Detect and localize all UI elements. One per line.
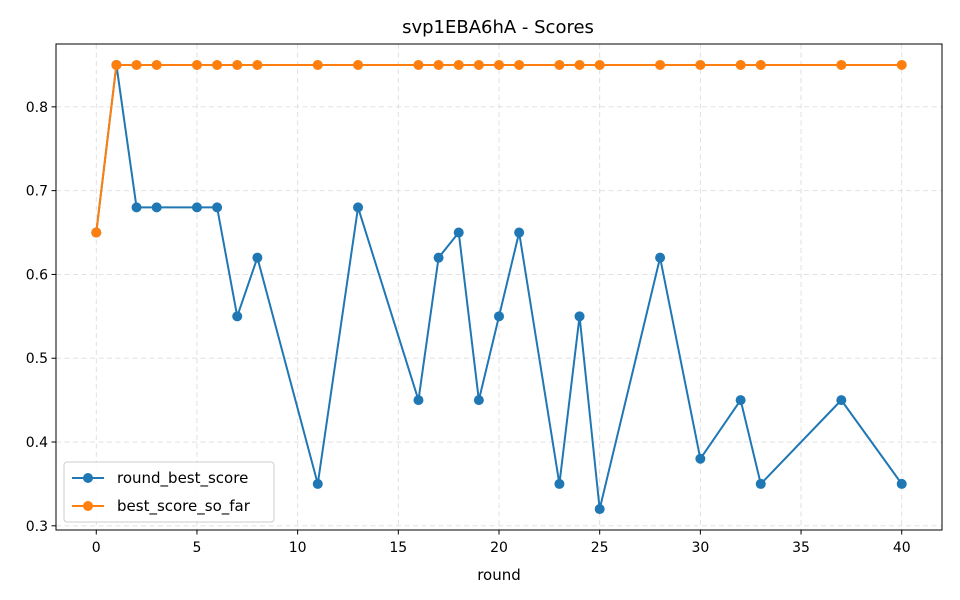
data-point-best_score_so_far (413, 59, 424, 70)
y-tick-label: 0.5 (26, 351, 48, 367)
data-point-best_score_so_far (191, 59, 202, 70)
axes-layer: 0 5 10 15 20 25 30 35 40 0.3 0.4 0.5 0.6 0.7 0.8 (26, 100, 911, 556)
data-point-round_best_score (514, 227, 525, 238)
data-point-best_score_so_far (554, 59, 565, 70)
data-point-best_score_so_far (91, 227, 102, 238)
data-point-best_score_so_far (695, 59, 706, 70)
legend-marker-round_best_score (83, 473, 93, 483)
x-tick-label: 40 (893, 540, 911, 556)
data-point-round_best_score (232, 311, 243, 322)
data-point-best_score_so_far (312, 59, 323, 70)
legend-box (63, 461, 275, 523)
legend-label-round_best_score: round_best_score (117, 469, 248, 488)
data-point-best_score_so_far (433, 59, 444, 70)
x-tick-label: 5 (192, 540, 201, 556)
legend: round_best_score best_score_so_far (63, 461, 275, 523)
data-point-best_score_so_far (836, 59, 847, 70)
series-best_score_so_far (91, 59, 907, 238)
data-point-round_best_score (494, 311, 504, 322)
data-point-round_best_score (433, 252, 444, 263)
series-layer (91, 59, 907, 515)
data-point-best_score_so_far (353, 59, 364, 70)
data-point-best_score_so_far (232, 59, 243, 70)
data-point-best_score_so_far (755, 59, 766, 70)
y-tick-label: 0.3 (26, 519, 48, 535)
data-point-round_best_score (473, 395, 484, 406)
data-point-round_best_score (413, 395, 424, 406)
data-point-best_score_so_far (111, 59, 122, 70)
data-point-round_best_score (212, 202, 223, 213)
data-point-round_best_score (755, 478, 766, 489)
grid-lines (56, 44, 942, 530)
x-tick-label: 20 (490, 540, 508, 556)
data-point-best_score_so_far (896, 59, 907, 70)
data-point-round_best_score (594, 504, 605, 515)
legend-marker-best_score_so_far (83, 501, 93, 511)
data-point-best_score_so_far (473, 59, 484, 70)
data-point-round_best_score (896, 478, 907, 489)
data-point-best_score_so_far (453, 59, 464, 70)
data-point-round_best_score (655, 252, 666, 263)
x-tick-label: 0 (92, 540, 101, 556)
data-point-round_best_score (574, 311, 585, 322)
data-point-best_score_so_far (131, 59, 142, 70)
data-point-best_score_so_far (252, 59, 263, 70)
data-point-round_best_score (836, 395, 847, 406)
data-point-round_best_score (252, 252, 263, 263)
data-point-best_score_so_far (514, 59, 525, 70)
data-point-round_best_score (131, 202, 142, 213)
series-round_best_score (91, 59, 907, 515)
data-point-round_best_score (453, 227, 464, 238)
x-axis-label: round (477, 566, 521, 584)
data-point-best_score_so_far (574, 59, 585, 70)
x-tick-label: 35 (792, 540, 810, 556)
y-tick-label: 0.4 (26, 435, 48, 451)
data-point-best_score_so_far (655, 59, 666, 70)
data-point-round_best_score (735, 395, 746, 406)
data-point-round_best_score (191, 202, 202, 213)
legend-label-best_score_so_far: best_score_so_far (117, 497, 251, 516)
y-tick-label: 0.6 (26, 267, 48, 283)
data-point-round_best_score (312, 478, 323, 489)
data-point-round_best_score (353, 202, 364, 213)
y-tick-label: 0.7 (26, 184, 48, 200)
x-tick-label: 25 (591, 540, 609, 556)
data-point-best_score_so_far (151, 59, 162, 70)
data-point-best_score_so_far (212, 59, 223, 70)
data-point-best_score_so_far (735, 59, 746, 70)
data-point-best_score_so_far (494, 59, 504, 70)
data-point-round_best_score (151, 202, 162, 213)
x-tick-label: 15 (389, 540, 407, 556)
data-point-round_best_score (554, 478, 565, 489)
data-point-best_score_so_far (594, 59, 605, 70)
x-tick-label: 30 (691, 540, 709, 556)
y-tick-label: 0.8 (26, 100, 48, 116)
data-point-round_best_score (695, 453, 706, 464)
chart-title: svp1EBA6hA - Scores (402, 17, 594, 38)
x-tick-label: 10 (289, 540, 307, 556)
